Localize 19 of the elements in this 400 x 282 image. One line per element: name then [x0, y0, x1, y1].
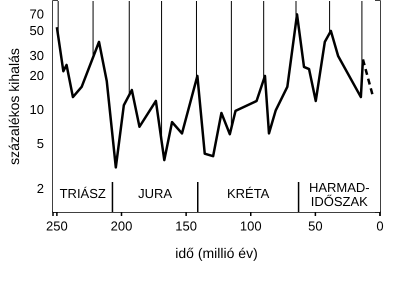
band-label: KRÉTA: [226, 186, 270, 201]
y-axis-title: százalékos kihalás: [6, 48, 22, 165]
band-label: TRIÁSZ: [60, 186, 106, 201]
x-tick-label: 0: [376, 218, 384, 234]
y-tick-label: 30: [30, 48, 44, 64]
y-tick-label: 2: [36, 181, 44, 196]
x-tick-label: 250: [46, 218, 68, 234]
band-label: HARMAD-IDŐSZAK: [308, 180, 370, 209]
y-tick-label: 10: [30, 102, 44, 118]
x-tick-label: 150: [175, 218, 197, 234]
x-axis-title: idő (millió év): [175, 245, 258, 261]
y-tick-label: 70: [30, 6, 44, 22]
band-label: JURA: [138, 186, 172, 201]
y-tick-label: 5: [36, 136, 44, 152]
y-tick-label: 20: [30, 68, 44, 84]
x-tick-label: 100: [240, 218, 262, 234]
y-tick-label: 50: [30, 23, 44, 38]
x-tick-label: 50: [308, 218, 323, 234]
x-tick-label: 200: [110, 218, 132, 234]
